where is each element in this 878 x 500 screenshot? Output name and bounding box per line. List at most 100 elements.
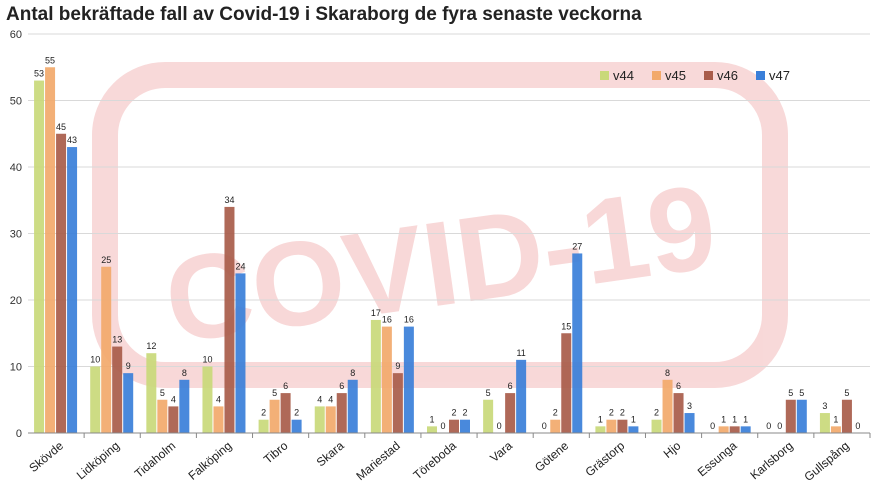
bar-v46 xyxy=(112,346,123,433)
data-label: 2 xyxy=(462,408,467,418)
data-label: 1 xyxy=(429,414,434,424)
legend-swatch-v46 xyxy=(704,71,713,80)
bar-v47 xyxy=(179,379,190,433)
bar-v44 xyxy=(314,406,325,433)
bar-v47 xyxy=(291,419,302,433)
bar-v45 xyxy=(830,426,841,433)
data-label: 8 xyxy=(665,368,670,378)
bar-v44 xyxy=(370,319,381,433)
data-label: 6 xyxy=(339,381,344,391)
data-label: 12 xyxy=(146,341,156,351)
data-label: 27 xyxy=(572,241,582,251)
data-label: 25 xyxy=(101,255,111,265)
data-label: 8 xyxy=(350,368,355,378)
bar-v44 xyxy=(202,366,213,433)
bar-v44 xyxy=(819,413,830,433)
bar-v45 xyxy=(269,399,280,433)
legend-label-v47: v47 xyxy=(769,68,790,83)
data-label: 11 xyxy=(516,348,525,358)
x-tick-label: Grästorp xyxy=(583,438,628,479)
data-label: 4 xyxy=(317,394,322,404)
bar-v46 xyxy=(224,206,235,433)
x-tick-label: Töreboda xyxy=(411,438,460,482)
bar-v47 xyxy=(572,253,583,433)
x-tick-label: Tidaholm xyxy=(132,439,178,481)
x-tick-label: Mariestad xyxy=(353,439,402,484)
legend-label-v46: v46 xyxy=(717,68,738,83)
data-label: 43 xyxy=(67,135,77,145)
x-tick-label: Gullspång xyxy=(801,439,851,484)
bar-v47 xyxy=(403,326,414,433)
data-label: 1 xyxy=(833,414,838,424)
bar-v46 xyxy=(785,399,796,433)
x-tick-label: Vara xyxy=(487,438,515,465)
bar-v47 xyxy=(123,373,134,433)
bar-v46 xyxy=(841,399,852,433)
bar-v47 xyxy=(235,273,246,433)
data-label: 6 xyxy=(508,381,513,391)
bar-v47 xyxy=(347,379,358,433)
data-label: 1 xyxy=(631,414,636,424)
y-tick-label: 20 xyxy=(10,295,22,307)
data-label: 8 xyxy=(182,368,187,378)
bar-v47 xyxy=(740,426,751,433)
bar-v46 xyxy=(168,406,179,433)
data-label: 2 xyxy=(261,408,266,418)
y-tick-label: 40 xyxy=(10,162,22,174)
x-tick-label: Tibro xyxy=(261,438,291,466)
bar-v45 xyxy=(662,379,673,433)
bar-v46 xyxy=(392,373,403,433)
bar-v47 xyxy=(796,399,807,433)
x-tick-label: Essunga xyxy=(695,438,740,479)
data-label: 0 xyxy=(855,421,860,431)
bar-v44 xyxy=(258,419,269,433)
bar-v46 xyxy=(561,333,572,433)
data-label: 5 xyxy=(799,388,804,398)
bar-v45 xyxy=(718,426,729,433)
bar-v47 xyxy=(516,359,527,433)
bar-v46 xyxy=(336,393,347,433)
data-label: 1 xyxy=(721,414,726,424)
data-label: 0 xyxy=(542,421,547,431)
data-label: 5 xyxy=(160,388,165,398)
bar-v47 xyxy=(628,426,639,433)
data-label: 10 xyxy=(90,355,100,365)
bar-v46 xyxy=(280,393,291,433)
bar-v45 xyxy=(45,67,56,433)
data-label: 13 xyxy=(112,335,122,345)
data-label: 15 xyxy=(561,321,571,331)
bar-v45 xyxy=(325,406,336,433)
data-label: 2 xyxy=(451,408,456,418)
data-label: 2 xyxy=(654,408,659,418)
y-tick-label: 10 xyxy=(10,362,22,374)
data-label: 2 xyxy=(609,408,614,418)
x-tick-label: Lidköping xyxy=(74,439,122,483)
data-label: 53 xyxy=(34,69,44,79)
x-tick-label: Karlsborg xyxy=(747,439,795,483)
data-label: 17 xyxy=(371,308,381,318)
data-label: 0 xyxy=(710,421,715,431)
bar-v45 xyxy=(606,419,617,433)
x-tick-label: Götene xyxy=(532,438,571,474)
data-label: 16 xyxy=(404,315,414,325)
bar-v47 xyxy=(684,413,695,433)
legend-label-v45: v45 xyxy=(665,68,686,83)
bar-v44 xyxy=(34,80,45,434)
bar-v44 xyxy=(651,419,662,433)
data-label: 3 xyxy=(822,401,827,411)
data-label: 45 xyxy=(56,122,66,132)
data-label: 4 xyxy=(328,394,333,404)
bar-v47 xyxy=(460,419,470,433)
data-label: 10 xyxy=(202,355,212,365)
y-tick-label: 50 xyxy=(10,96,22,108)
bar-v47 xyxy=(67,147,78,434)
data-label: 0 xyxy=(766,421,771,431)
legend-swatch-v47 xyxy=(756,71,765,80)
data-label: 55 xyxy=(45,55,55,65)
data-label: 5 xyxy=(486,388,491,398)
bar-v46 xyxy=(673,393,684,433)
data-label: 6 xyxy=(283,381,288,391)
legend-swatch-v44 xyxy=(600,71,609,80)
data-label: 0 xyxy=(497,421,502,431)
data-label: 2 xyxy=(294,408,299,418)
